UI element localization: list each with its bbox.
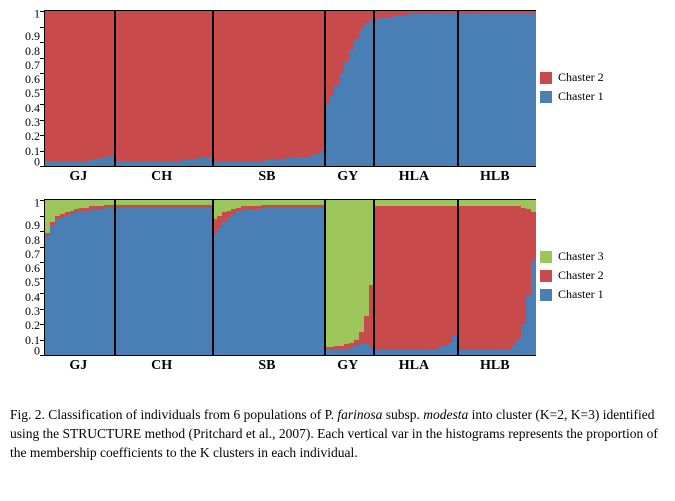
y-tick-label: 0.4	[25, 291, 40, 303]
y-tick-label: 0.9	[25, 30, 40, 42]
legend-swatch	[540, 270, 552, 282]
cluster-segment	[531, 13, 536, 166]
population-label: HLB	[480, 169, 510, 185]
y-tick-label: 0.9	[25, 219, 40, 231]
figure-caption: Fig. 2. Classification of individuals fr…	[10, 406, 665, 463]
population-label: HLA	[399, 358, 429, 374]
legend-swatch	[540, 91, 552, 103]
y-tick-label: 0.2	[25, 319, 40, 331]
individual-bar	[531, 200, 536, 355]
individual-bar	[531, 11, 536, 166]
population-label: GJ	[69, 169, 87, 185]
structure-chart: K=210.90.80.70.60.50.40.30.20.10GJCHSBGY…	[10, 10, 665, 189]
population-label: GJ	[69, 358, 87, 374]
y-tick-label: 0.3	[25, 116, 40, 128]
legend: Chaster 2 Chaster 1	[540, 70, 604, 108]
legend-label: Chaster 1	[558, 287, 604, 302]
legend: Chaster 3 Chaster 2 Chaster 1	[540, 249, 604, 306]
population-label: CH	[151, 169, 172, 185]
population-label: HLB	[480, 358, 510, 374]
legend-label: Chaster 3	[558, 249, 604, 264]
plot-area	[44, 199, 536, 356]
plot-area	[44, 10, 536, 167]
legend-item: Chaster 2	[540, 70, 604, 85]
cluster-segment	[531, 200, 536, 212]
y-tick-label: 0.5	[25, 87, 40, 99]
y-tick-label: 0.6	[25, 73, 40, 85]
population-label: CH	[151, 358, 172, 374]
y-tick-label: 0.2	[25, 130, 40, 142]
legend-item: Chaster 2	[540, 268, 604, 283]
legend-label: Chaster 2	[558, 70, 604, 85]
population-label: SB	[258, 169, 275, 185]
y-tick-label: 0.5	[25, 276, 40, 288]
y-axis: 10.90.80.70.60.50.40.30.20.10	[10, 10, 44, 165]
cluster-segment	[531, 259, 536, 355]
legend-swatch	[540, 72, 552, 84]
y-tick-label: 0.8	[25, 45, 40, 57]
legend-item: Chaster 1	[540, 287, 604, 302]
population-label: GY	[337, 358, 358, 374]
y-tick-label: 0.6	[25, 262, 40, 274]
structure-chart: K=310.90.80.70.60.50.40.30.20.10GJCHSBGY…	[10, 199, 665, 378]
population-label: SB	[258, 358, 275, 374]
legend-item: Chaster 3	[540, 249, 604, 264]
cluster-segment	[531, 212, 536, 259]
y-tick-label: 0.7	[25, 248, 40, 260]
y-tick-label: 0.4	[25, 102, 40, 114]
legend-swatch	[540, 251, 552, 263]
y-tick-label: 0.3	[25, 305, 40, 317]
legend-label: Chaster 1	[558, 89, 604, 104]
population-label: HLA	[399, 169, 429, 185]
y-axis: 10.90.80.70.60.50.40.30.20.10	[10, 199, 44, 354]
legend-label: Chaster 2	[558, 268, 604, 283]
legend-swatch	[540, 289, 552, 301]
population-label: GY	[337, 169, 358, 185]
legend-item: Chaster 1	[540, 89, 604, 104]
y-tick-label: 0.8	[25, 234, 40, 246]
y-tick-label: 0.7	[25, 59, 40, 71]
